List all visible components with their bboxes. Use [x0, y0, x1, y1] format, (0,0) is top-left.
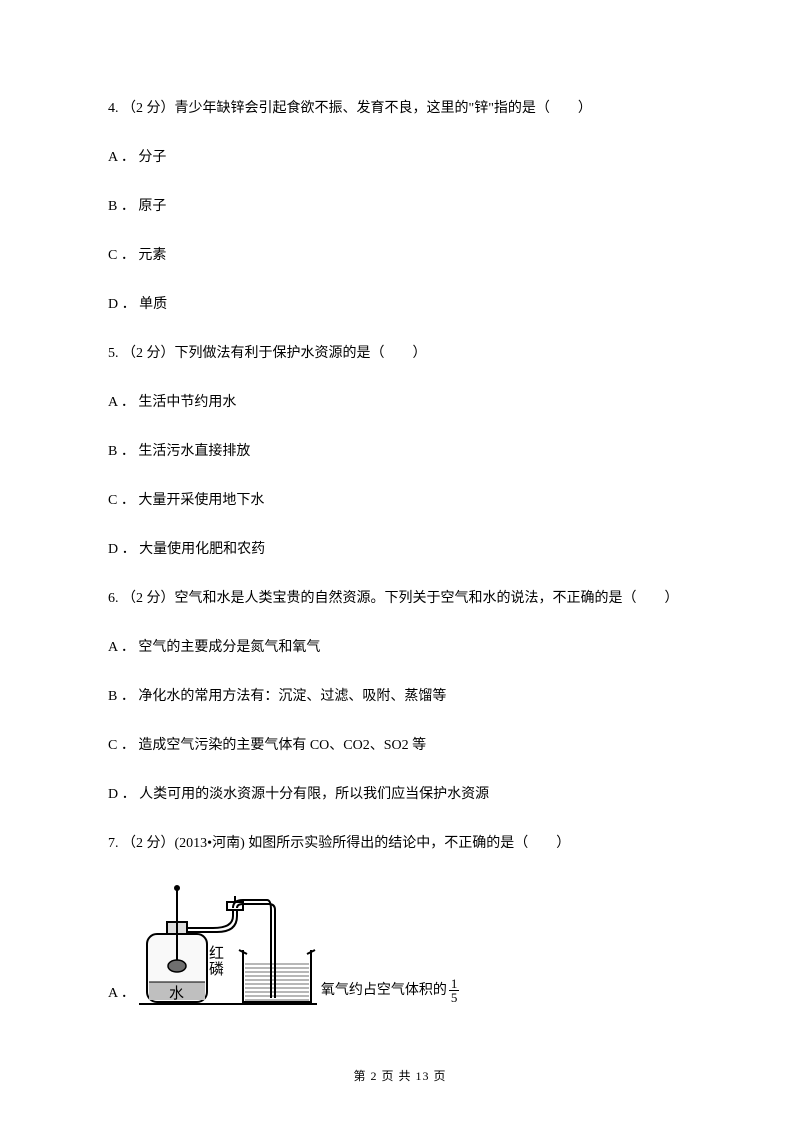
- question-4-option-c: C ． 元素: [108, 245, 692, 266]
- apparatus-diagram: 红 磷 水: [139, 882, 317, 1008]
- apparatus-svg: 红 磷 水: [139, 882, 317, 1008]
- question-4-option-d: D ． 单质: [108, 294, 692, 315]
- fraction-numerator: 1: [449, 977, 460, 991]
- question-5-option-a: A ． 生活中节约用水: [108, 392, 692, 413]
- fraction-denominator: 5: [449, 991, 460, 1004]
- question-6-option-a: A ． 空气的主要成分是氮气和氧气: [108, 637, 692, 658]
- diagram-label-water: 水: [169, 985, 184, 1002]
- diagram-label-phosphorus: 红: [209, 945, 224, 962]
- question-7-option-a: A ．: [108, 882, 692, 1008]
- fraction-one-fifth: 1 5: [449, 977, 460, 1004]
- question-5-stem: 5. （2 分）下列做法有利于保护水资源的是（ ）: [108, 343, 692, 364]
- question-4-stem: 4. （2 分）青少年缺锌会引起食欲不振、发育不良，这里的"锌"指的是（ ）: [108, 98, 692, 119]
- question-4-option-b: B ． 原子: [108, 196, 692, 217]
- question-7-stem: 7. （2 分）(2013•河南) 如图所示实验所得出的结论中，不正确的是（ ）: [108, 833, 692, 854]
- question-6-option-b: B ． 净化水的常用方法有：沉淀、过滤、吸附、蒸馏等: [108, 686, 692, 707]
- question-4-option-a: A ． 分子: [108, 147, 692, 168]
- exam-page: 4. （2 分）青少年缺锌会引起食欲不振、发育不良，这里的"锌"指的是（ ） A…: [0, 0, 800, 1008]
- question-5-option-c: C ． 大量开采使用地下水: [108, 490, 692, 511]
- question-5: 5. （2 分）下列做法有利于保护水资源的是（ ） A ． 生活中节约用水 B …: [108, 343, 692, 560]
- question-4: 4. （2 分）青少年缺锌会引起食欲不振、发育不良，这里的"锌"指的是（ ） A…: [108, 98, 692, 315]
- question-5-option-d: D ． 大量使用化肥和农药: [108, 539, 692, 560]
- question-7-option-a-after: 氧气约占空气体积的: [321, 980, 447, 1001]
- question-6-option-c: C ． 造成空气污染的主要气体有 CO、CO2、SO2 等: [108, 735, 692, 756]
- question-5-option-b: B ． 生活污水直接排放: [108, 441, 692, 462]
- page-footer: 第 2 页 共 13 页: [0, 1067, 800, 1084]
- question-6-stem: 6. （2 分）空气和水是人类宝贵的自然资源。下列关于空气和水的说法，不正确的是…: [108, 588, 692, 609]
- svg-text:磷: 磷: [209, 961, 224, 978]
- question-6: 6. （2 分）空气和水是人类宝贵的自然资源。下列关于空气和水的说法，不正确的是…: [108, 588, 692, 805]
- question-7-option-a-prefix: A ．: [108, 983, 135, 1008]
- question-7-option-a-text: 氧气约占空气体积的 1 5: [321, 977, 462, 1008]
- question-7: 7. （2 分）(2013•河南) 如图所示实验所得出的结论中，不正确的是（ ）…: [108, 833, 692, 1008]
- question-6-option-d: D ． 人类可用的淡水资源十分有限，所以我们应当保护水资源: [108, 784, 692, 805]
